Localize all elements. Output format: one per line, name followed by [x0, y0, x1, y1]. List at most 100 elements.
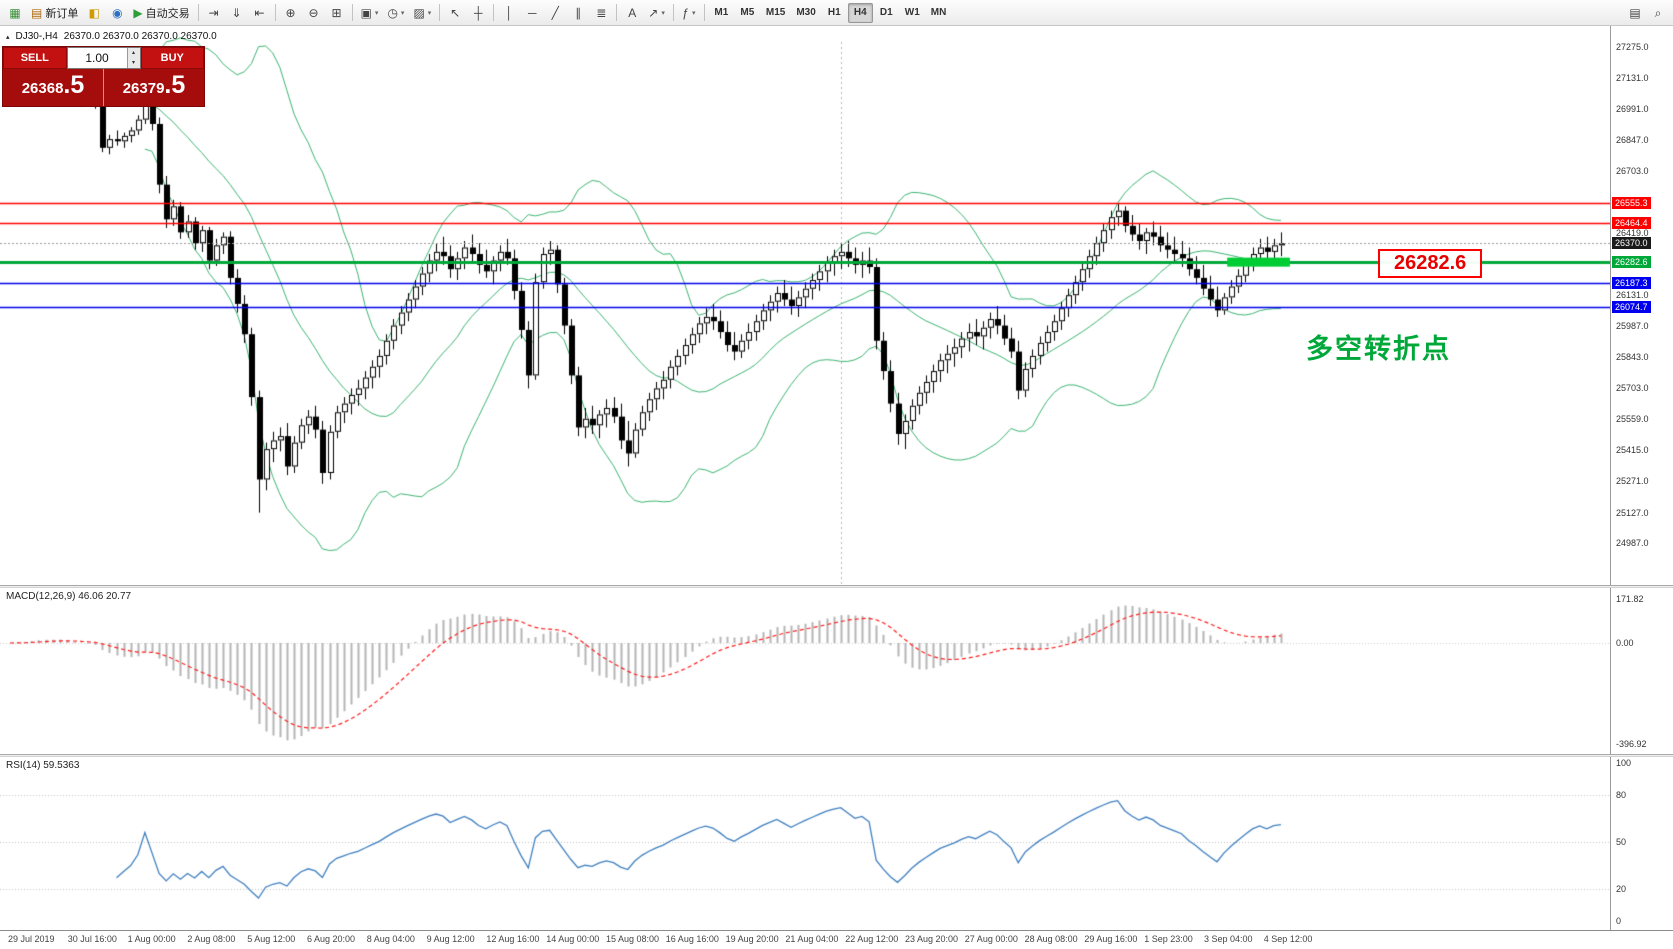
zoom-in-button[interactable]: ⊕: [280, 2, 302, 24]
timeframe-h4-button[interactable]: H4: [847, 2, 873, 23]
price-axis-tick: 26419.0: [1616, 227, 1649, 238]
time-axis-label: 22 Aug 12:00: [845, 934, 899, 944]
timeframe-m1-button[interactable]: M1: [714, 7, 729, 18]
toolbar-separator: [351, 4, 353, 21]
autotrading-button[interactable]: ▶ 自动交易: [129, 2, 193, 24]
buy-button[interactable]: BUY: [140, 47, 204, 69]
vertical-line-button[interactable]: │: [498, 2, 520, 24]
zoom-out-button[interactable]: ⊖: [303, 2, 325, 24]
dropdown-caret-icon: ▾: [374, 9, 379, 17]
search-button[interactable]: ⌕: [1647, 2, 1669, 24]
trendline-button[interactable]: ╱: [544, 2, 566, 24]
time-axis-label: 21 Aug 04:00: [785, 934, 839, 944]
navigator-button[interactable]: ◉: [106, 2, 128, 24]
price-axis-tick: 27275.0: [1616, 42, 1649, 52]
new-chart-button[interactable]: ▦: [4, 2, 26, 24]
rsi-axis-label: 50: [1616, 837, 1627, 847]
price-axis-tick: 25127.0: [1616, 507, 1649, 518]
trade-panel-divider: [103, 69, 104, 106]
sell-button[interactable]: SELL: [3, 47, 67, 69]
timeframe-h1-button[interactable]: H1: [827, 7, 841, 18]
indicators-button[interactable]: ƒ ▾: [678, 2, 700, 24]
scroll-to-end-button[interactable]: ⇥: [203, 2, 225, 24]
print-button[interactable]: ▤: [1624, 2, 1646, 24]
macd-canvas[interactable]: [0, 588, 1612, 754]
fibonacci-button[interactable]: ≣: [590, 2, 612, 24]
rsi-axis-label: 100: [1616, 758, 1632, 768]
chart-shift-button[interactable]: ⇤: [249, 2, 271, 24]
price-level-tag: 26187.3: [1612, 276, 1651, 289]
profiles-button[interactable]: ◷ ▾: [383, 2, 408, 24]
templates-icon: ▨: [413, 5, 425, 20]
time-axis-label: 16 Aug 16:00: [665, 934, 719, 944]
price-axis[interactable]: [1610, 26, 1673, 930]
timeframe-d1-button[interactable]: D1: [879, 7, 893, 18]
time-axis[interactable]: 29 Jul 2019 30 Jul 16:00 1 Aug 00:00 2 Aug …: [0, 930, 1673, 949]
toolbar-separator: [493, 4, 495, 21]
time-axis-label: 27 Aug 00:00: [964, 934, 1018, 944]
new-window-button[interactable]: ▣ ▾: [357, 2, 383, 24]
tile-windows-icon: ⊞: [331, 5, 342, 20]
time-axis-label: 23 Aug 20:00: [905, 934, 959, 944]
panel-separator[interactable]: [0, 585, 1673, 588]
cursor-icon: ↖: [450, 5, 461, 20]
timeframe-w1-button[interactable]: W1: [904, 7, 920, 18]
text-icon: A: [628, 5, 637, 20]
market-watch-button[interactable]: ◧: [83, 2, 105, 24]
symbol-dropdown-icon: ▴: [6, 33, 10, 41]
symbol-name: DJ30-,H4: [15, 31, 58, 42]
timeframe-m5-button[interactable]: M5: [740, 7, 755, 18]
time-axis-label: 8 Aug 04:00: [366, 934, 415, 944]
timeframe-m15-button[interactable]: M15: [765, 7, 786, 18]
dropdown-caret-icon: ▾: [427, 9, 432, 17]
rsi-axis-label: 0: [1616, 916, 1622, 926]
trendline-icon: ╱: [551, 5, 559, 20]
new-order-button[interactable]: ▤ 新订单: [27, 2, 82, 24]
volume-decrease-button[interactable]: ▾: [127, 58, 140, 68]
price-axis-tick: 25271.0: [1616, 476, 1649, 487]
auto-scroll-button[interactable]: ⇓: [226, 2, 248, 24]
timeframe-m30-button[interactable]: M30: [796, 7, 816, 18]
time-axis-label: 15 Aug 08:00: [606, 934, 660, 944]
ask-price[interactable]: 26379 .5: [104, 69, 204, 106]
rsi-canvas[interactable]: [0, 757, 1612, 930]
arrows-button[interactable]: ↗ ▾: [644, 2, 669, 24]
templates-button[interactable]: ▨ ▾: [409, 2, 435, 24]
volume-control: 1.00 ▴ ▾: [66, 47, 141, 69]
time-axis-label: 30 Jul 16:00: [67, 934, 117, 944]
new-window-icon: ▣: [360, 5, 372, 20]
vertical-line-icon: │: [505, 5, 514, 20]
tile-windows-button[interactable]: ⊞: [326, 2, 348, 24]
cursor-button[interactable]: ↖: [444, 2, 466, 24]
main-chart-canvas[interactable]: [0, 26, 1612, 585]
chart-annotation-text[interactable]: 多空转折点: [1306, 334, 1451, 364]
new-order-icon: ▤: [31, 5, 43, 20]
volume-input[interactable]: 1.00: [85, 51, 109, 65]
toolbar-separator: [672, 4, 674, 21]
timeframe-mn-button[interactable]: MN: [930, 7, 947, 18]
price-axis-tick: 25843.0: [1616, 352, 1649, 363]
equidistant-channel-button[interactable]: ∥: [567, 2, 589, 24]
price-callout-label[interactable]: 26282.6: [1378, 249, 1483, 278]
panel-separator[interactable]: [0, 754, 1673, 757]
text-button[interactable]: A: [621, 2, 643, 24]
trade-panel-top-row: SELL 1.00 ▴ ▾ BUY: [3, 47, 204, 69]
price-axis-tick: 26847.0: [1616, 134, 1649, 145]
price-level-tag: 26370.0: [1612, 237, 1651, 250]
horizontal-line-button[interactable]: ─: [521, 2, 543, 24]
price-axis-tick: 26703.0: [1616, 166, 1649, 176]
arrow-marker-icon: ↗: [648, 5, 659, 20]
market-watch-icon: ◧: [88, 5, 101, 20]
price-axis-tick: 27131.0: [1616, 73, 1649, 84]
volume-increase-button[interactable]: ▴: [127, 48, 140, 58]
toolbar: ▦ ▤ 新订单 ◧ ◉ ▶ 自动交易 ⇥ ⇓ ⇤ ⊕ ⊖ ⊞ ▣ ▾ ◷ ▾ ▨ ▾ ↖ ┼ │ ─ ╱ ∥ ≣ A ↗ ▾ ƒ ▾ M1 M5…: [0, 0, 1673, 26]
price-axis-tick: 25415.0: [1616, 445, 1649, 456]
time-axis-label: 1 Sep 23:00: [1144, 934, 1193, 944]
autotrading-button-label: 自动交易: [145, 7, 190, 20]
crosshair-button[interactable]: ┼: [467, 2, 489, 24]
price-axis-tick: 25987.0: [1616, 321, 1649, 332]
bid-price[interactable]: 26368 .5: [3, 69, 103, 106]
dropdown-caret-icon: ▾: [691, 9, 696, 17]
toolbar-right-group: ▤ ⌕: [1624, 0, 1669, 26]
time-axis-label: 29 Aug 16:00: [1084, 934, 1138, 944]
